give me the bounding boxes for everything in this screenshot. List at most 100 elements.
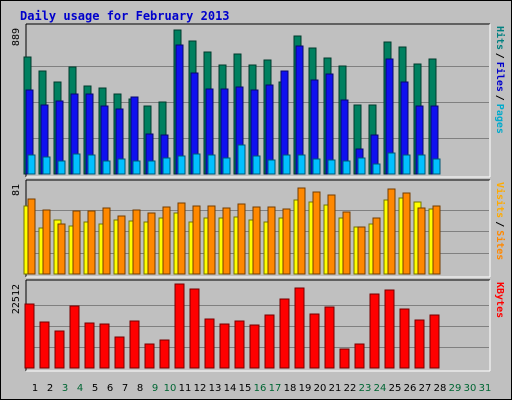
day-label-22: 22 bbox=[344, 383, 357, 394]
bar-pages-day-20 bbox=[312, 158, 321, 175]
bar-sites-day-1 bbox=[27, 198, 36, 275]
bar-pages-day-23 bbox=[357, 157, 366, 175]
bar-sites-day-3 bbox=[57, 223, 66, 275]
bar-sites-day-5 bbox=[87, 210, 96, 275]
bar-pages-day-9 bbox=[147, 160, 156, 175]
bar-pages-day-17 bbox=[267, 159, 276, 175]
bar-kbytes-day-25 bbox=[384, 289, 395, 369]
max-label-hits-files-pages: 889 bbox=[11, 28, 22, 46]
bar-kbytes-day-1 bbox=[24, 303, 35, 369]
day-label-15: 15 bbox=[239, 383, 252, 394]
bar-sites-day-28 bbox=[432, 205, 441, 275]
bar-sites-day-19 bbox=[297, 187, 306, 275]
bar-kbytes-day-19 bbox=[294, 287, 305, 369]
bar-sites-day-18 bbox=[282, 208, 291, 275]
bar-kbytes-day-13 bbox=[204, 318, 215, 369]
bar-pages-day-5 bbox=[87, 154, 96, 175]
bar-sites-day-24 bbox=[372, 217, 381, 275]
bar-pages-day-1 bbox=[27, 154, 36, 175]
bar-kbytes-day-22 bbox=[339, 348, 350, 369]
day-label-7: 7 bbox=[122, 383, 128, 394]
bar-pages-day-6 bbox=[102, 160, 111, 175]
day-label-16: 16 bbox=[254, 383, 267, 394]
bar-kbytes-day-3 bbox=[54, 330, 65, 369]
bar-pages-day-18 bbox=[282, 154, 291, 175]
bar-pages-day-11 bbox=[177, 155, 186, 175]
day-label-19: 19 bbox=[299, 383, 312, 394]
bar-kbytes-day-15 bbox=[234, 320, 245, 369]
bar-kbytes-day-12 bbox=[189, 288, 200, 369]
bar-sites-day-11 bbox=[177, 202, 186, 275]
day-label-3: 3 bbox=[62, 383, 68, 394]
bar-kbytes-day-11 bbox=[174, 283, 185, 369]
bar-kbytes-day-17 bbox=[264, 314, 275, 369]
bar-kbytes-day-5 bbox=[84, 322, 95, 369]
bar-kbytes-day-16 bbox=[249, 324, 260, 369]
bar-sites-day-13 bbox=[207, 205, 216, 275]
day-label-20: 20 bbox=[314, 383, 327, 394]
bar-pages-day-3 bbox=[57, 160, 66, 175]
bar-pages-day-27 bbox=[417, 154, 426, 175]
day-label-18: 18 bbox=[284, 383, 297, 394]
day-label-9: 9 bbox=[152, 383, 158, 394]
bar-sites-day-14 bbox=[222, 207, 231, 275]
day-label-5: 5 bbox=[92, 383, 98, 394]
day-label-21: 21 bbox=[329, 383, 342, 394]
bar-kbytes-day-23 bbox=[354, 343, 365, 369]
bar-kbytes-day-27 bbox=[414, 319, 425, 369]
day-label-25: 25 bbox=[389, 383, 402, 394]
bar-pages-day-10 bbox=[162, 157, 171, 175]
bar-pages-day-19 bbox=[297, 154, 306, 175]
bar-sites-day-15 bbox=[237, 203, 246, 275]
axis-label-visits: Visits bbox=[494, 182, 506, 218]
day-label-4: 4 bbox=[77, 383, 83, 394]
day-label-29: 29 bbox=[449, 383, 462, 394]
bar-pages-day-16 bbox=[252, 155, 261, 175]
max-label-kbytes: 22512 bbox=[11, 284, 22, 314]
bar-pages-day-25 bbox=[387, 152, 396, 175]
axis-label-separator: / bbox=[494, 95, 505, 101]
day-label-2: 2 bbox=[47, 383, 53, 394]
day-label-24: 24 bbox=[374, 383, 387, 394]
day-label-14: 14 bbox=[224, 383, 237, 394]
bar-sites-day-16 bbox=[252, 206, 261, 275]
chart-title: Daily usage for February 2013 bbox=[20, 9, 230, 23]
bar-pages-day-26 bbox=[402, 154, 411, 175]
bar-sites-day-4 bbox=[72, 210, 81, 275]
bar-kbytes-day-26 bbox=[399, 308, 410, 369]
bar-pages-day-14 bbox=[222, 157, 231, 175]
bar-sites-day-20 bbox=[312, 191, 321, 275]
day-label-17: 17 bbox=[269, 383, 282, 394]
bar-kbytes-day-8 bbox=[129, 320, 140, 369]
bar-pages-day-7 bbox=[117, 158, 126, 175]
day-label-26: 26 bbox=[404, 383, 417, 394]
bar-pages-day-13 bbox=[207, 154, 216, 175]
bar-sites-day-9 bbox=[147, 212, 156, 275]
bar-kbytes-day-7 bbox=[114, 336, 125, 369]
bar-pages-day-15 bbox=[237, 144, 246, 175]
day-label-12: 12 bbox=[194, 383, 207, 394]
axis-label-separator: / bbox=[494, 53, 505, 59]
day-label-27: 27 bbox=[419, 383, 432, 394]
bar-sites-day-17 bbox=[267, 206, 276, 275]
day-label-28: 28 bbox=[434, 383, 447, 394]
day-label-13: 13 bbox=[209, 383, 222, 394]
bar-kbytes-day-2 bbox=[39, 321, 50, 369]
bar-kbytes-day-18 bbox=[279, 298, 290, 369]
bar-pages-day-24 bbox=[372, 163, 381, 175]
bar-sites-day-12 bbox=[192, 205, 201, 275]
axis-label-kbytes: KBytes bbox=[494, 282, 505, 318]
bar-pages-day-22 bbox=[342, 160, 351, 175]
bar-kbytes-day-21 bbox=[324, 306, 335, 369]
axis-label-separator: / bbox=[494, 221, 505, 227]
bar-pages-day-8 bbox=[132, 160, 141, 175]
day-label-31: 31 bbox=[479, 383, 492, 394]
bar-sites-day-8 bbox=[132, 209, 141, 275]
bar-sites-day-2 bbox=[42, 209, 51, 275]
bar-pages-day-12 bbox=[192, 153, 201, 175]
bar-files-day-11 bbox=[175, 44, 184, 175]
bar-files-day-21 bbox=[325, 73, 334, 175]
bar-sites-day-7 bbox=[117, 215, 126, 275]
bar-pages-day-4 bbox=[72, 153, 81, 175]
